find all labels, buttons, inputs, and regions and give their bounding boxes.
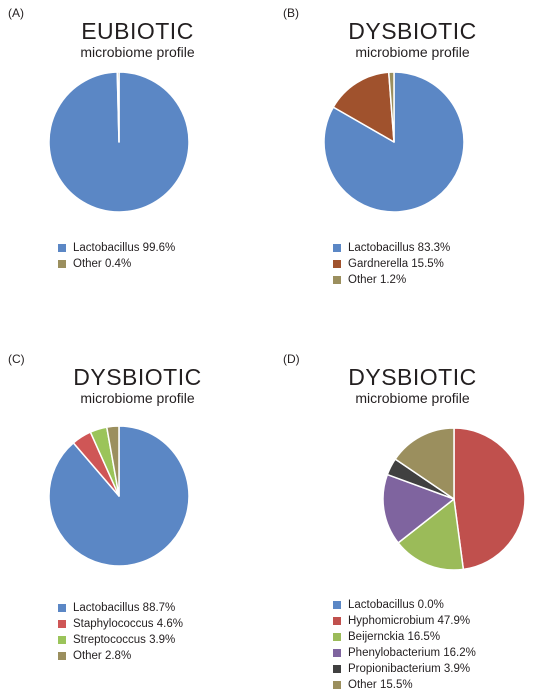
- chart-subtitle: microbiome profile: [80, 390, 195, 406]
- legend-item: Hyphomicrobium 47.9%: [333, 613, 476, 629]
- legend-swatch: [58, 260, 66, 268]
- legend-label: Propionibacterium 3.9%: [348, 663, 471, 675]
- legend-item: Lactobacillus 0.0%: [333, 597, 476, 613]
- legend-label: Streptococcus 3.9%: [73, 634, 176, 646]
- panel-c: (C) DYSBIOTIC microbiome profile Lactoba…: [0, 346, 275, 692]
- legend-item: Beijernckia 16.5%: [333, 629, 476, 645]
- legend-swatch: [333, 633, 341, 641]
- legend-swatch: [58, 244, 66, 252]
- legend-item: Propionibacterium 3.9%: [333, 661, 476, 677]
- legend-item: Other 2.8%: [58, 648, 183, 664]
- pie-chart: [48, 71, 190, 213]
- pie-chart: [382, 427, 526, 571]
- legend-swatch: [58, 652, 66, 660]
- legend-swatch: [333, 260, 341, 268]
- panel-d: (D) DYSBIOTIC microbiome profile Lactoba…: [275, 346, 550, 692]
- pie-slice-phenylobacterium: [382, 473, 455, 544]
- chart-subtitle: microbiome profile: [80, 44, 195, 60]
- legend-swatch: [58, 604, 66, 612]
- chart-subtitle: microbiome profile: [355, 44, 470, 60]
- panel-label: (D): [283, 352, 300, 366]
- pie-slice-other: [116, 71, 120, 143]
- chart-title: EUBIOTIC: [81, 18, 194, 44]
- legend-swatch: [333, 649, 341, 657]
- legend-swatch: [333, 276, 341, 284]
- panel-label: (B): [283, 6, 299, 20]
- legend: Lactobacillus 83.3% Gardnerella 15.5% Othe…: [333, 240, 450, 288]
- chart-title: DYSBIOTIC: [348, 18, 477, 44]
- pie-slice-other: [105, 425, 120, 497]
- pie-chart: [323, 71, 465, 213]
- legend-label: Hyphomicrobium 47.9%: [348, 615, 471, 627]
- legend-item: Lactobacillus 88.7%: [58, 600, 183, 616]
- panel-a: (A) EUBIOTIC microbiome profile Lactobac…: [0, 0, 275, 346]
- legend-swatch: [58, 636, 66, 644]
- chart-title: DYSBIOTIC: [73, 364, 202, 390]
- pie-chart: [48, 425, 190, 567]
- legend-item: Other 0.4%: [58, 256, 175, 272]
- legend-swatch: [333, 617, 341, 625]
- legend-label: Other 0.4%: [73, 258, 132, 270]
- legend-item: Lactobacillus 83.3%: [333, 240, 450, 256]
- legend-label: Lactobacillus 0.0%: [348, 599, 444, 611]
- chart-title: DYSBIOTIC: [348, 364, 477, 390]
- legend-swatch: [333, 244, 341, 252]
- legend-item: Lactobacillus 99.6%: [58, 240, 175, 256]
- legend-swatch: [333, 601, 341, 609]
- chart-subtitle: microbiome profile: [355, 390, 470, 406]
- legend-label: Other 1.2%: [348, 274, 407, 286]
- legend-label: Staphylococcus 4.6%: [73, 618, 183, 630]
- legend: Lactobacillus 88.7% Staphylococcus 4.6% St…: [58, 600, 183, 664]
- legend-item: Streptococcus 3.9%: [58, 632, 183, 648]
- legend-swatch: [58, 620, 66, 628]
- legend-label: Other 2.8%: [73, 650, 132, 662]
- legend-label: Beijernckia 16.5%: [348, 631, 441, 643]
- panel-b: (B) DYSBIOTIC microbiome profile Lactoba…: [275, 0, 550, 346]
- legend: Lactobacillus 99.6% Other 0.4%: [58, 240, 175, 272]
- panel-label: (A): [8, 6, 24, 20]
- legend-item: Other 1.2%: [333, 272, 450, 288]
- legend-label: Lactobacillus 83.3%: [348, 242, 451, 254]
- pie-slice-other: [394, 427, 455, 500]
- pie-slice-hyphomicrobium: [453, 427, 526, 571]
- legend-swatch: [333, 665, 341, 673]
- legend-swatch: [333, 681, 341, 689]
- pie-slice-gardnerella: [332, 71, 395, 143]
- legend-label: Other 15.5%: [348, 679, 413, 691]
- legend-item: Staphylococcus 4.6%: [58, 616, 183, 632]
- legend-item: Phenylobacterium 16.2%: [333, 645, 476, 661]
- legend-label: Lactobacillus 88.7%: [73, 602, 176, 614]
- legend-item: Gardnerella 15.5%: [333, 256, 450, 272]
- legend-item: Other 15.5%: [333, 677, 476, 693]
- legend: Lactobacillus 0.0% Hyphomicrobium 47.9% Be…: [333, 597, 476, 693]
- legend-label: Lactobacillus 99.6%: [73, 242, 176, 254]
- legend-label: Phenylobacterium 16.2%: [348, 647, 476, 659]
- pie-slice-beijernckia: [397, 498, 465, 571]
- panel-label: (C): [8, 352, 25, 366]
- legend-label: Gardnerella 15.5%: [348, 258, 444, 270]
- pie-slice-other: [387, 71, 395, 143]
